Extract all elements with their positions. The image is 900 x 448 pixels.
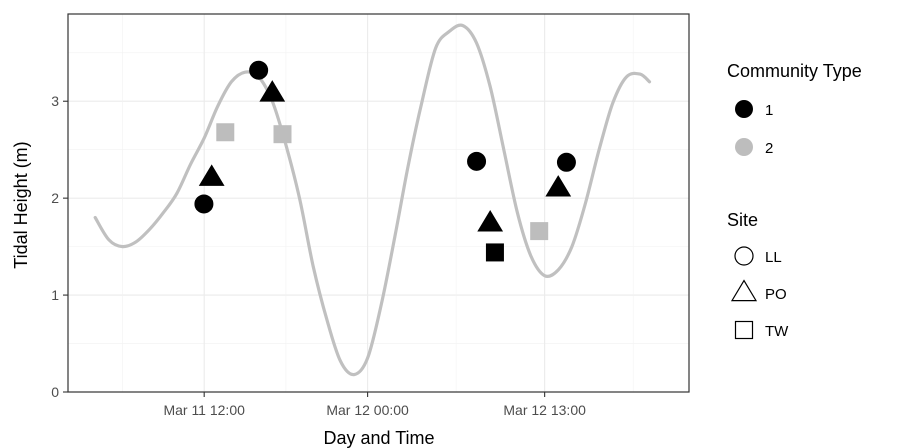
y-axis-title: Tidal Height (m) <box>11 141 31 268</box>
data-point-ll-community-1 <box>556 152 576 172</box>
data-point-ll-community-1 <box>249 60 269 80</box>
y-tick-label: 1 <box>51 287 59 303</box>
data-point-tw-community-2 <box>216 123 235 142</box>
x-tick-label: Mar 12 13:00 <box>503 402 586 418</box>
data-point-ll-community-1 <box>194 194 214 214</box>
legend-site-title: Site <box>727 210 758 230</box>
legend-community-entries: 12 <box>735 100 773 157</box>
y-tick-label: 2 <box>51 190 59 206</box>
data-point-po-community-1 <box>545 175 572 197</box>
data-point-tw-community-2 <box>530 222 549 241</box>
data-point-po-community-1 <box>477 209 504 232</box>
legend-key-site-tw <box>734 320 754 340</box>
legend-key-site-ll <box>734 246 754 266</box>
x-tick-label: Mar 11 12:00 <box>163 402 245 418</box>
y-tick-label: 3 <box>51 93 59 109</box>
x-axis-ticks: Mar 11 12:00 Mar 12 00:00 Mar 12 13:00 <box>163 392 586 418</box>
points-layer <box>194 60 576 262</box>
legend-key-community-2 <box>735 138 753 156</box>
legend-site-entries: LL PO TW <box>730 246 789 340</box>
y-axis-ticks: 0 1 2 3 <box>51 93 68 400</box>
data-point-po-community-1 <box>259 80 286 102</box>
legend-label-site-po: PO <box>765 286 787 303</box>
legend-community-title: Community Type <box>727 61 862 81</box>
data-point-tw-community-1 <box>485 243 504 262</box>
legend-key-community-1 <box>735 100 753 118</box>
y-tick-label: 0 <box>51 384 59 400</box>
legend-label-site-tw: TW <box>765 323 789 340</box>
x-axis-title: Day and Time <box>323 428 434 448</box>
legend-key-site-po <box>730 279 758 302</box>
legend-label-community-2: 2 <box>765 140 773 157</box>
data-point-tw-community-2 <box>273 125 292 144</box>
plot-panel-border <box>67 13 690 393</box>
x-tick-label: Mar 12 00:00 <box>326 402 409 418</box>
data-point-po-community-1 <box>198 164 225 186</box>
legend-label-community-1: 1 <box>765 102 773 119</box>
data-point-ll-community-1 <box>467 151 487 171</box>
legend-label-site-ll: LL <box>765 249 782 266</box>
tide-curve <box>93 23 652 377</box>
grid <box>68 14 689 393</box>
tide-curve-layer <box>93 23 652 377</box>
